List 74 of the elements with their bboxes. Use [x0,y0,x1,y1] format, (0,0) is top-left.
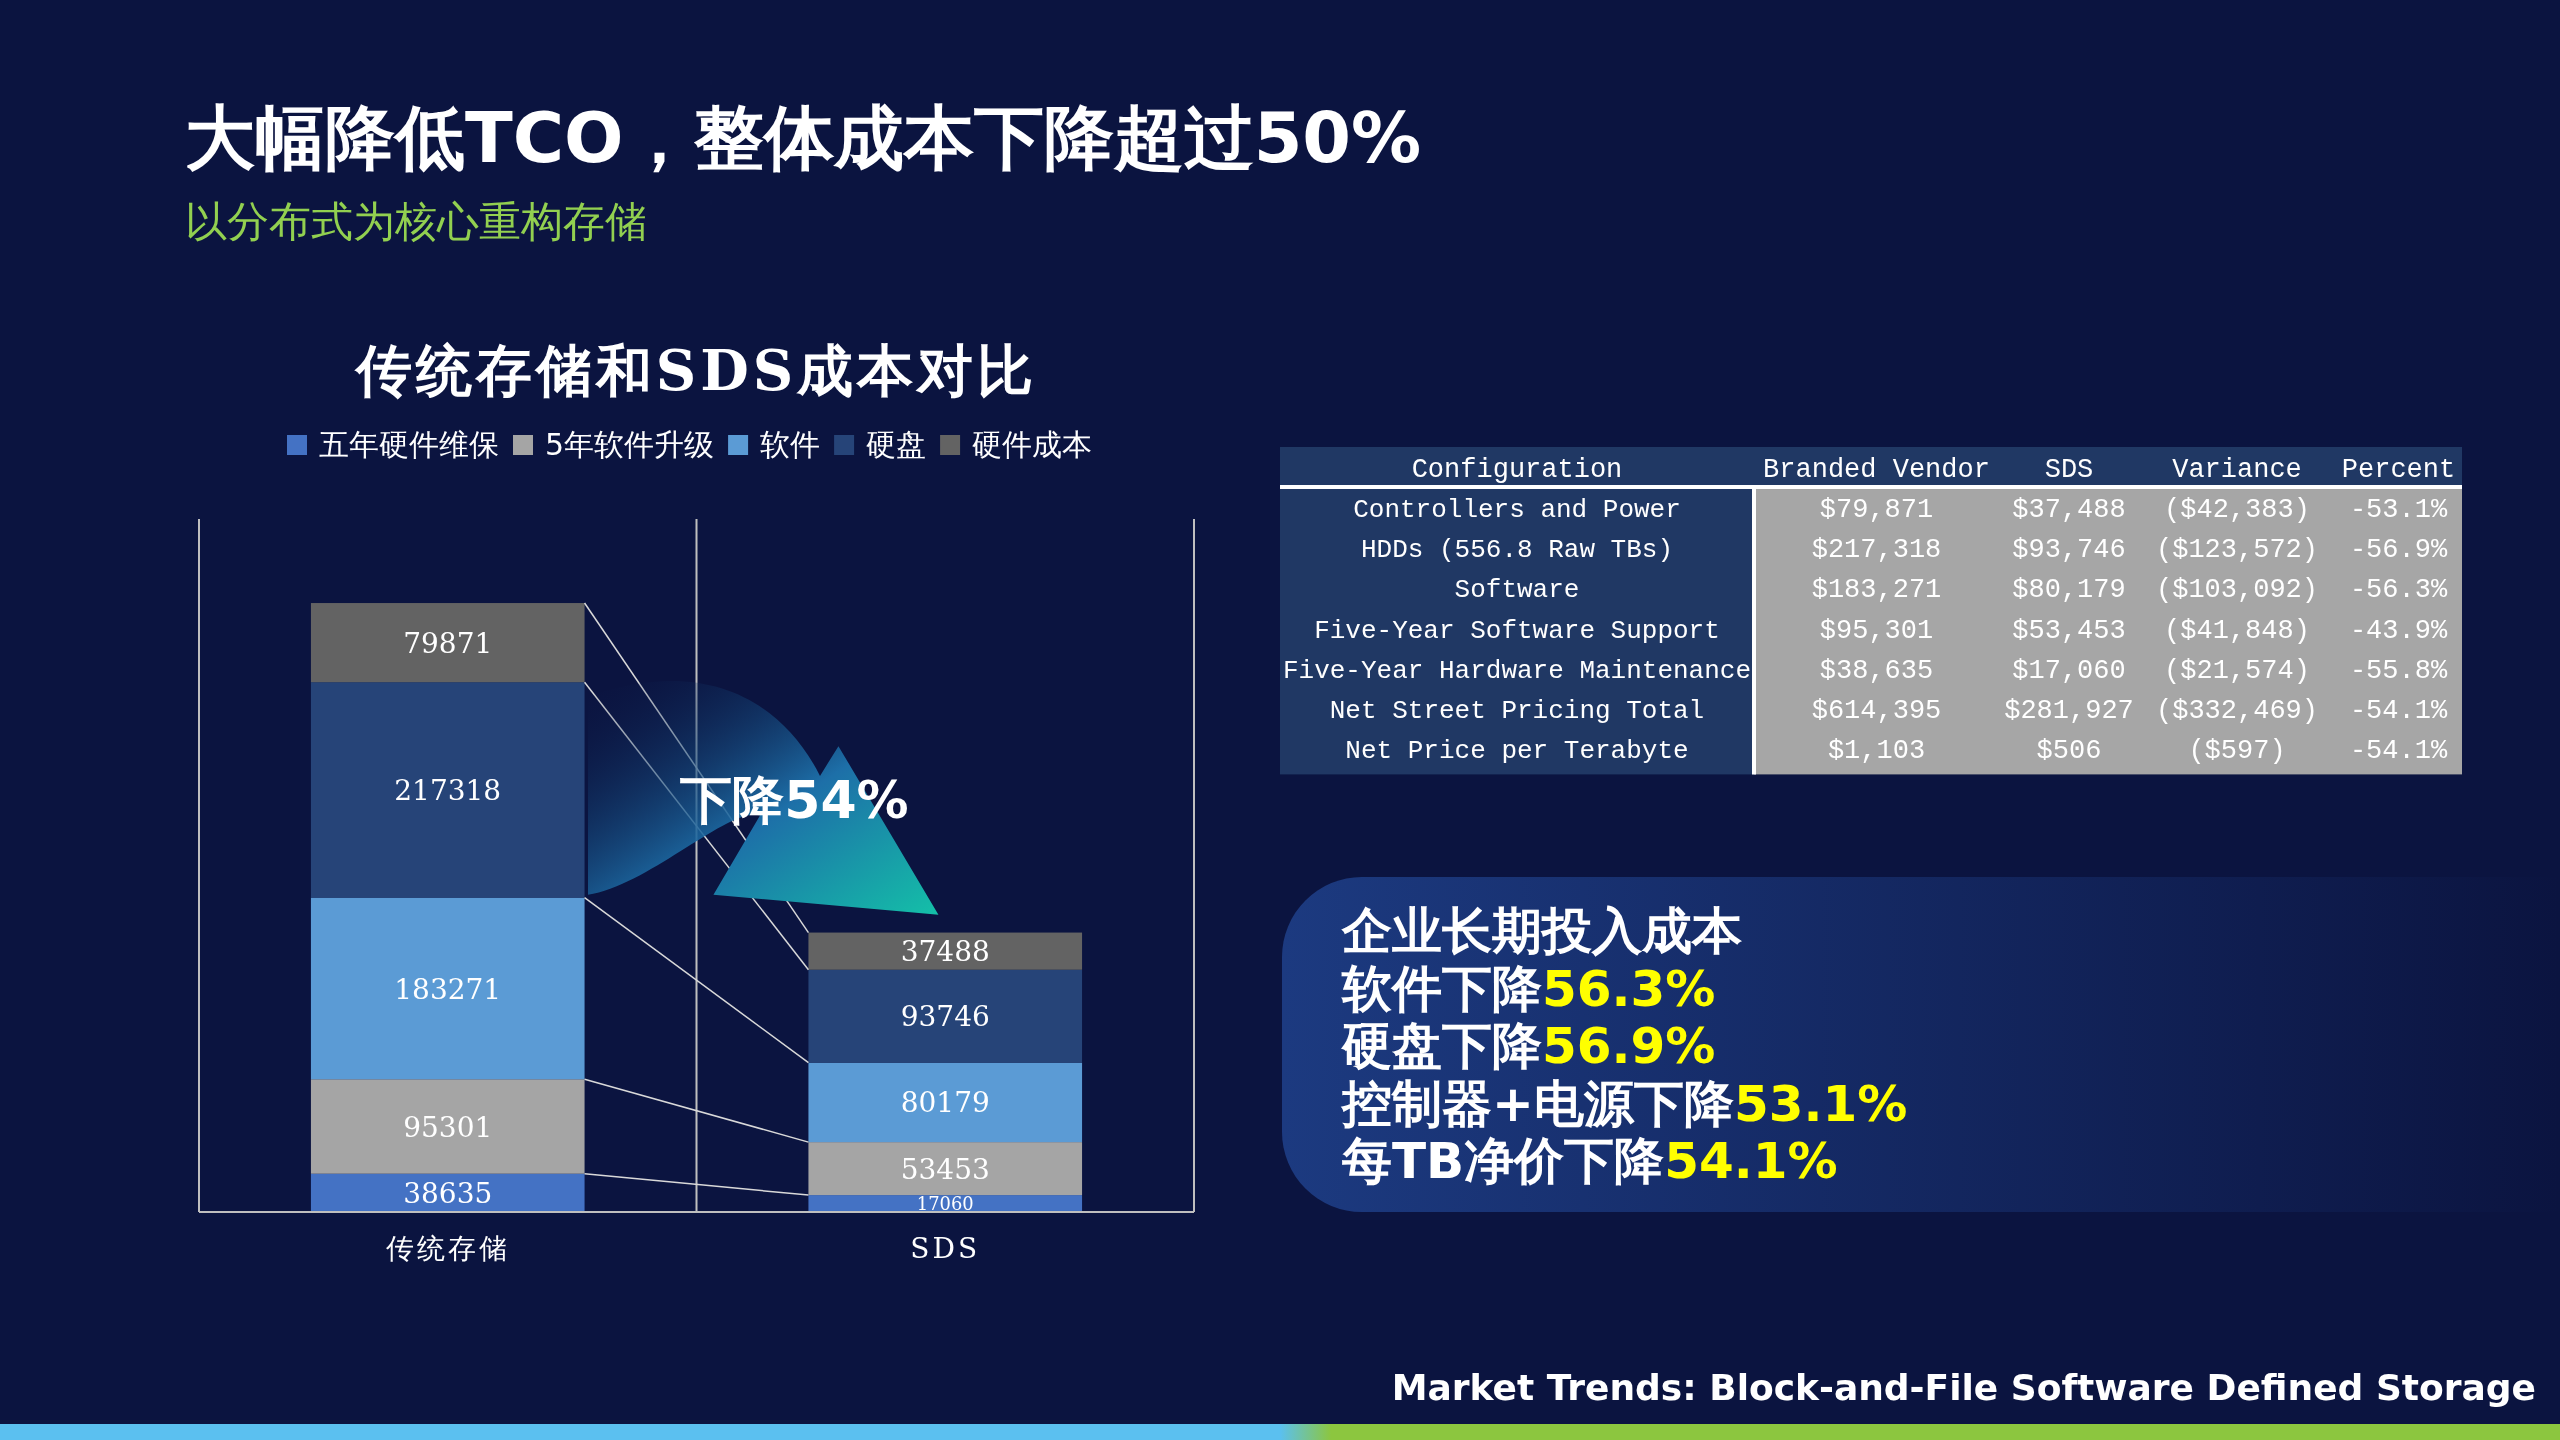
text: 控制器+电源下降53.1% [1340,1074,1908,1133]
text: ($123,572) [2155,535,2319,566]
legend-label: 五年硬件维保 [319,427,499,462]
bar [808,1062,1083,1143]
text: $506 [2036,736,2102,767]
text: Net Street Pricing Total [1329,696,1705,726]
text: $37,488 [2012,495,2126,525]
legend-label: 硬件成本 [972,427,1093,462]
text: -43.9% [2349,615,2448,646]
data-label: 183271 [394,972,502,1006]
bar [310,682,585,898]
bar [808,969,1083,1063]
text: -56.3% [2349,575,2448,606]
data-label: 79871 [403,626,493,660]
text: ($42,383) [2164,495,2310,525]
text: $17,060 [2012,655,2126,686]
text: $38,635 [1819,655,1934,686]
text: 软件下降56.3% [1341,959,1716,1018]
text: HDDs (556.8 Raw TBs) [1360,535,1674,566]
text: ($597) [2188,736,2286,767]
data-label: 217318 [394,773,502,807]
text: Controllers and Power [1353,495,1681,525]
text: 每TB净价下降54.1% [1341,1132,1838,1190]
data-label: 95301 [403,1110,493,1144]
bar [310,603,585,683]
text: Configuration [1411,455,1623,485]
text: Five-Year Software Support [1314,615,1720,646]
text: $1,103 [1827,736,1926,767]
text: -53.1% [2349,495,2448,525]
bar [310,1079,585,1174]
data-label: 38635 [403,1176,493,1210]
text: -56.9% [2349,535,2448,566]
text: ($21,574) [2164,655,2310,686]
data-label: 80179 [900,1086,990,1120]
text: $79,871 [1819,495,1934,525]
x-tick-label: 传统存储 [385,1232,510,1265]
bar [808,932,1083,970]
data-label: 93746 [900,1000,990,1034]
text: $217,318 [1811,535,1942,566]
data-label: 53453 [900,1152,990,1186]
text: 大幅降低TCO，整体成本下降超过50% [185,97,1422,179]
text: $183,271 [1811,575,1942,606]
data-label: 37488 [900,935,990,969]
text: -54.1% [2349,736,2448,767]
text: Percent [2341,455,2456,485]
text: 以分布式为核心重构存储 [185,197,647,246]
text: $281,927 [2004,696,2134,726]
legend-label: 软件 [760,427,821,462]
text: $93,746 [2012,535,2126,566]
text: $95,301 [1819,615,1934,646]
data-label: 17060 [916,1192,974,1214]
text: 硬盘下降56.9% [1340,1017,1716,1075]
text: $53,453 [2012,615,2126,646]
bar [808,1142,1083,1196]
text: Software [1454,575,1580,606]
text: -54.1% [2349,696,2448,726]
bar [310,897,585,1080]
text: Net Price per Terabyte [1345,736,1689,767]
legend-label: 5年软件升级 [545,427,715,462]
text: Market Trends: Block-and-File Software Defined Storage [1391,1367,2536,1408]
text: ($332,469) [2155,696,2319,726]
text: ($41,848) [2164,615,2310,646]
text: -55.8% [2349,655,2448,686]
text: 企业长期投入成本 [1341,902,1742,960]
text: Branded Vendor [1763,455,1990,485]
text: $80,179 [2012,575,2126,606]
legend-label: 硬盘 [866,427,927,462]
text: SDS [2044,455,2094,485]
text: $614,395 [1811,696,1942,726]
text: Variance [2172,455,2302,485]
text: ($103,092) [2155,575,2319,606]
annotation: 下降54% [680,770,909,830]
text: Five-Year Hardware Maintenance [1282,655,1752,686]
chart-title: 传统存储和SDS成本对比 [353,337,1038,403]
